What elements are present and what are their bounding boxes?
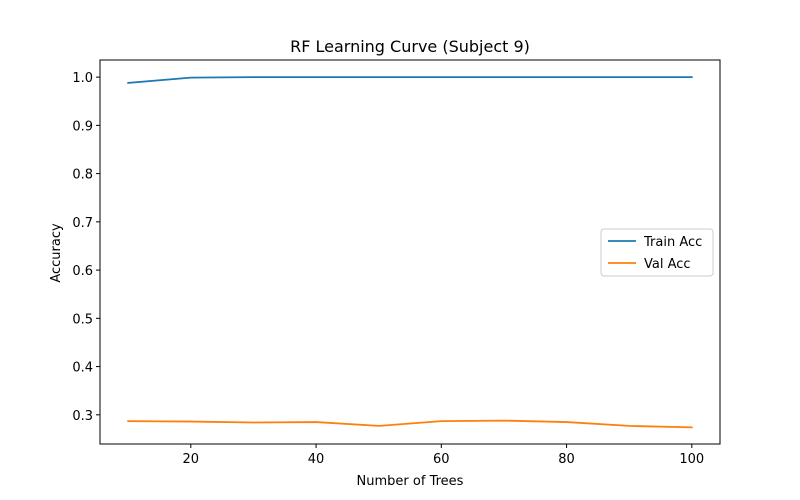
- x-tick-label: 100: [679, 452, 704, 467]
- plot-frame: [99, 59, 721, 445]
- x-axis-label: Number of Trees: [357, 474, 464, 489]
- y-axis: 0.3 0.4 0.5 0.6 0.7 0.8 0.9 1.0: [72, 71, 100, 424]
- y-tick-label: 1.0: [72, 71, 93, 86]
- legend-label: Val Acc: [644, 257, 691, 272]
- y-tick-label: 0.6: [72, 264, 93, 279]
- series-line-val-acc: [127, 419, 693, 429]
- y-tick-label: 0.7: [72, 216, 93, 231]
- y-axis-label: Accuracy: [49, 223, 64, 283]
- y-tick-label: 0.3: [72, 409, 93, 424]
- y-tick-label: 0.4: [72, 361, 93, 376]
- legend: Train Acc Val Acc: [600, 228, 714, 277]
- y-tick-label: 0.9: [72, 119, 93, 134]
- x-tick-label: 20: [183, 452, 200, 467]
- legend-label: Train Acc: [643, 235, 702, 250]
- x-tick-label: 40: [308, 452, 325, 467]
- chart-title: RF Learning Curve (Subject 9): [290, 37, 530, 56]
- x-tick-label: 80: [558, 452, 575, 467]
- series-lines: [127, 76, 693, 429]
- y-tick-label: 0.5: [72, 312, 93, 327]
- x-tick-label: 60: [433, 452, 450, 467]
- series-line-train-acc: [127, 76, 693, 84]
- plot-area: [99, 59, 721, 445]
- x-axis: 20 40 60 80 100: [183, 444, 704, 467]
- y-tick-label: 0.8: [72, 168, 93, 183]
